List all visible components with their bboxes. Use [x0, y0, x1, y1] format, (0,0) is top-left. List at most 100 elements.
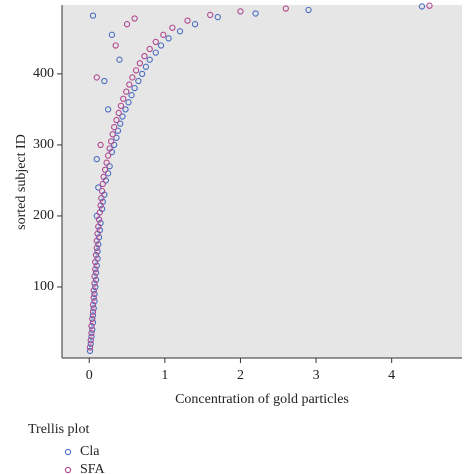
point [152, 38, 159, 46]
point [132, 67, 140, 74]
point [89, 308, 97, 315]
point [119, 113, 126, 120]
point [91, 280, 98, 287]
point [237, 8, 244, 15]
point [95, 241, 102, 248]
point [136, 60, 144, 67]
point [93, 155, 100, 163]
point [104, 170, 112, 177]
point [103, 159, 110, 166]
point [109, 131, 116, 138]
point [106, 163, 113, 170]
point [120, 95, 127, 102]
point [97, 202, 104, 209]
point [86, 347, 94, 355]
point [191, 21, 199, 28]
point [176, 28, 184, 35]
point [88, 333, 95, 340]
legend-marker [64, 466, 72, 474]
point [418, 3, 426, 10]
x-tick-label: 4 [388, 368, 395, 383]
point [184, 17, 191, 24]
point [87, 340, 94, 347]
point [95, 184, 102, 191]
legend-title: Trellis plot [28, 422, 89, 437]
point [113, 134, 120, 141]
point [106, 145, 113, 152]
point [125, 99, 132, 106]
point [92, 258, 99, 266]
point [97, 141, 104, 149]
point [142, 63, 150, 70]
point [157, 42, 165, 49]
point [88, 322, 95, 330]
point [139, 70, 146, 78]
point [160, 31, 167, 38]
legend-label: SFA [80, 462, 106, 474]
point [131, 84, 138, 92]
point [169, 24, 176, 31]
point [117, 120, 124, 127]
point [92, 283, 99, 291]
point [100, 173, 107, 181]
point [89, 326, 96, 333]
point [128, 92, 135, 99]
point [305, 6, 312, 14]
point [91, 273, 98, 280]
point [92, 266, 99, 273]
x-tick-label: 0 [86, 368, 93, 383]
point [123, 21, 131, 28]
x-tick-label: 2 [237, 368, 244, 383]
point [135, 77, 142, 85]
y-tick-label: 200 [33, 208, 54, 223]
point [89, 12, 97, 19]
point [112, 42, 119, 49]
legend-label: Cla [80, 444, 100, 459]
point [93, 237, 100, 244]
point [282, 5, 289, 12]
point [90, 294, 97, 301]
point [141, 52, 148, 60]
point [89, 301, 97, 308]
point [92, 251, 100, 259]
point [94, 248, 101, 255]
point [89, 315, 96, 323]
point [91, 298, 98, 305]
y-tick-label: 300 [33, 137, 54, 152]
point [165, 35, 172, 42]
x-axis-label: Concentration of gold particles [175, 392, 349, 407]
y-axis-label: sorted subject ID [14, 134, 29, 230]
point [113, 116, 120, 124]
point [94, 230, 101, 237]
point [101, 77, 108, 85]
point [108, 31, 116, 38]
point [95, 216, 103, 223]
point [126, 81, 133, 88]
point [146, 45, 153, 53]
point [111, 141, 118, 149]
point [114, 127, 122, 134]
point [101, 166, 109, 173]
point [214, 13, 221, 21]
point [104, 106, 112, 113]
point [87, 337, 94, 344]
point [89, 319, 97, 326]
point [92, 276, 100, 284]
point [95, 223, 102, 230]
point [93, 244, 100, 252]
x-tick-label: 3 [313, 368, 320, 383]
point [99, 180, 106, 188]
point [129, 74, 136, 81]
point [90, 287, 97, 294]
legend-marker [64, 448, 72, 456]
point [146, 56, 153, 63]
point [207, 11, 214, 19]
point [98, 195, 105, 202]
plot-background [62, 5, 462, 358]
point [115, 109, 122, 117]
point [98, 187, 106, 195]
point [426, 2, 433, 9]
point [86, 344, 94, 351]
point [122, 106, 129, 113]
point [91, 290, 98, 298]
